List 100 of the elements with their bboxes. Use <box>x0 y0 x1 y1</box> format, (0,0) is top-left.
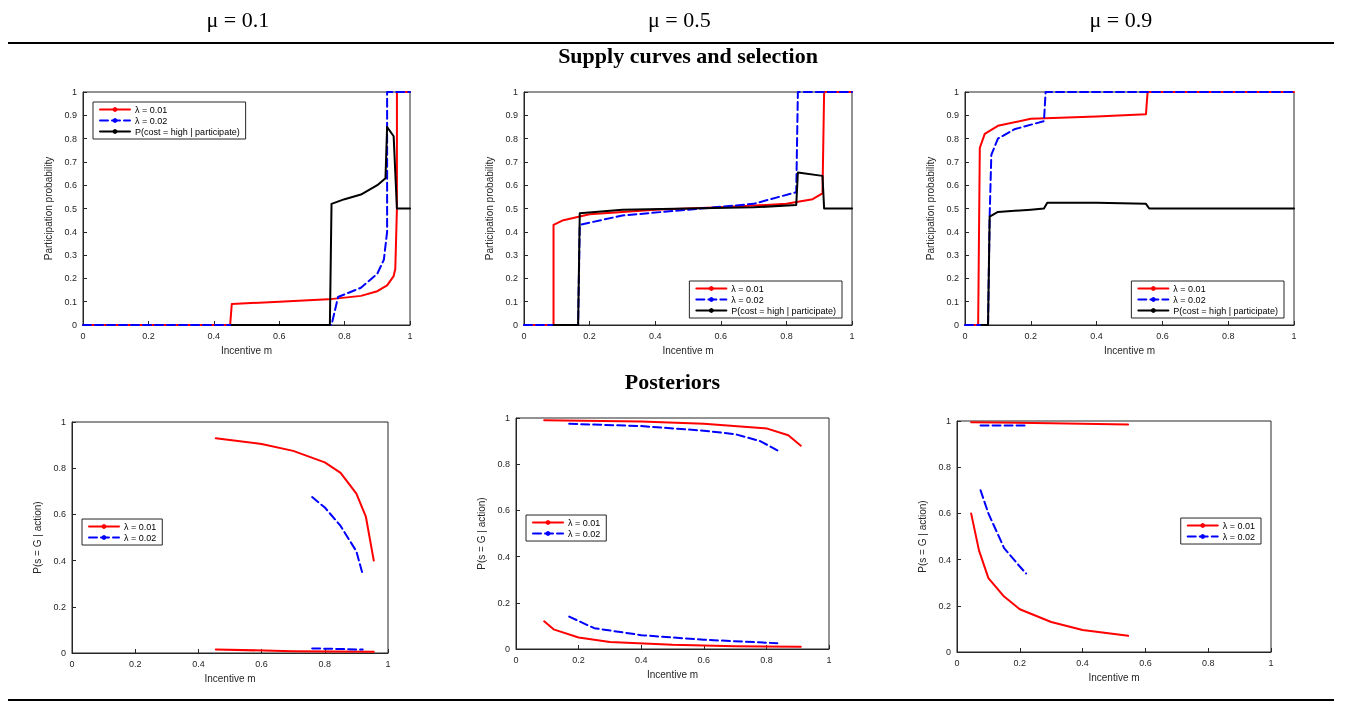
y-tick-label: 0.4 <box>53 555 66 566</box>
y-tick-label: 0.4 <box>497 551 510 562</box>
text: Supply curves and selection <box>558 42 818 68</box>
legend-label: λ = 0.01 <box>1222 520 1256 531</box>
y-tick-label: 0.2 <box>53 601 66 612</box>
x-tick-label: 0.8 <box>1201 657 1215 668</box>
y-tick-label: 1 <box>60 417 66 427</box>
legend-label: λ = 0.02 <box>568 528 601 539</box>
y-tick-label: 0.1 <box>505 296 518 307</box>
y-tick-label: 0.8 <box>497 459 510 470</box>
y-tick-label: 0.7 <box>946 156 959 167</box>
y-tick-label: 0.1 <box>946 296 959 307</box>
legend-label: λ = 0.02 <box>135 115 168 126</box>
y-tick-label: 0.7 <box>505 156 518 167</box>
x-tick-label: 0.2 <box>142 330 155 341</box>
x-tick-label: 0.6 <box>697 654 711 665</box>
text: Posteriors <box>624 368 721 394</box>
x-tick-label: 0.8 <box>780 330 793 341</box>
legend-label: λ = 0.02 <box>1222 531 1256 542</box>
x-tick-label: 0.4 <box>1090 330 1103 341</box>
x-tick-label: 0.8 <box>338 330 351 341</box>
x-tick-label: 0.6 <box>272 330 286 341</box>
x-tick-label: 0.4 <box>648 330 662 341</box>
y-tick-label: 1 <box>71 87 77 97</box>
line-series <box>568 615 779 645</box>
y-tick-label: 0.9 <box>946 110 959 121</box>
x-tick-label: 0.2 <box>128 658 142 669</box>
legend-label: λ = 0.02 <box>1173 294 1206 305</box>
line-series <box>311 496 364 576</box>
legend-label: λ = 0.01 <box>135 104 168 115</box>
y-tick-label: 1 <box>945 416 951 426</box>
x-tick-label: 0 <box>80 330 86 341</box>
y-tick-label: 0.6 <box>946 180 959 191</box>
y-tick-label: 0.4 <box>64 226 77 237</box>
y-axis-title: P(s = G | action) <box>917 500 929 573</box>
y-tick-label: 0.6 <box>497 505 510 516</box>
x-tick-label: 0.6 <box>255 658 268 669</box>
x-tick-label: 0.4 <box>634 654 648 665</box>
line-series <box>214 437 375 562</box>
x-tick-label: 0 <box>521 330 527 341</box>
y-tick-label: 0.8 <box>53 463 66 474</box>
x-tick-label: 1 <box>826 654 832 665</box>
y-tick-label: 0.4 <box>946 226 959 237</box>
y-tick-label: 0.6 <box>505 180 518 191</box>
x-tick-label: 1 <box>385 658 391 669</box>
y-tick-label: 0 <box>504 644 510 654</box>
x-tick-label: 1 <box>407 330 413 341</box>
chart-title: μ = 0.1 <box>206 6 270 32</box>
y-tick-label: 0 <box>512 320 518 330</box>
y-tick-label: 0.3 <box>505 250 518 261</box>
x-tick-label: 0.2 <box>572 654 585 665</box>
x-tick-label: 0.8 <box>760 654 773 665</box>
legend-label: P(cost = high | participate) <box>135 126 240 137</box>
y-tick-label: 0.2 <box>938 600 951 611</box>
y-tick-label: 0.8 <box>938 462 951 473</box>
y-tick-label: 0 <box>953 320 959 330</box>
x-tick-label: 0.4 <box>207 330 221 341</box>
x-axis-title: Incentive m <box>220 344 273 356</box>
y-tick-label: 0.5 <box>505 203 518 214</box>
chart-title: μ = 0.5 <box>648 6 711 32</box>
x-tick-label: 1 <box>1268 657 1274 668</box>
chart-title: μ = 0.9 <box>1089 6 1153 32</box>
legend-label: λ = 0.02 <box>731 294 764 305</box>
x-tick-label: 0 <box>962 330 968 341</box>
y-tick-label: 0.2 <box>946 273 959 284</box>
y-tick-label: 0.5 <box>946 203 959 214</box>
legend-label: P(cost = high | participate) <box>1173 305 1278 316</box>
x-tick-label: 0.6 <box>1139 657 1152 668</box>
y-tick-label: 0.3 <box>64 250 77 261</box>
x-tick-label: 0.8 <box>1221 330 1235 341</box>
y-axis-title: Participation probability <box>925 156 937 261</box>
legend-label: λ = 0.01 <box>568 517 601 528</box>
y-tick-label: 0.4 <box>938 554 951 565</box>
x-tick-label: 0.4 <box>192 658 205 669</box>
x-axis-title: Incentive m <box>646 668 699 680</box>
y-tick-label: 0.8 <box>946 133 959 144</box>
y-axis-title: P(s = G | action) <box>476 497 488 570</box>
y-axis-title: P(s = G | action) <box>32 501 44 574</box>
legend-label: λ = 0.01 <box>731 283 764 294</box>
x-tick-label: 0.2 <box>1024 330 1038 341</box>
x-tick-label: 1 <box>849 330 855 341</box>
line-series <box>568 422 779 452</box>
line-series <box>552 171 853 326</box>
x-tick-label: 1 <box>1291 330 1297 341</box>
line-series <box>979 489 1028 575</box>
y-tick-label: 0.9 <box>505 110 518 121</box>
y-tick-label: 0.2 <box>64 273 77 284</box>
y-tick-label: 0.9 <box>64 110 77 121</box>
y-tick-label: 0.3 <box>946 250 959 261</box>
legend-label: λ = 0.01 <box>124 521 157 532</box>
line-series <box>543 620 802 648</box>
x-axis-title: Incentive m <box>662 344 714 356</box>
y-tick-label: 1 <box>953 87 959 97</box>
x-axis-title: Incentive m <box>1103 344 1156 356</box>
x-tick-label: 0.8 <box>318 658 332 669</box>
y-tick-label: 0.2 <box>497 597 510 608</box>
y-tick-label: 0.6 <box>938 508 951 519</box>
y-tick-label: 0 <box>71 320 77 330</box>
x-tick-label: 0.2 <box>583 330 596 341</box>
legend-label: λ = 0.01 <box>1173 283 1206 294</box>
